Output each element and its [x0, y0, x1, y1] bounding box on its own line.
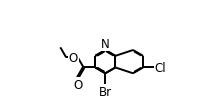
Text: N: N: [101, 38, 110, 51]
Text: Br: Br: [99, 85, 112, 98]
Text: O: O: [69, 51, 78, 64]
Text: Cl: Cl: [155, 61, 166, 74]
Text: O: O: [73, 78, 82, 91]
